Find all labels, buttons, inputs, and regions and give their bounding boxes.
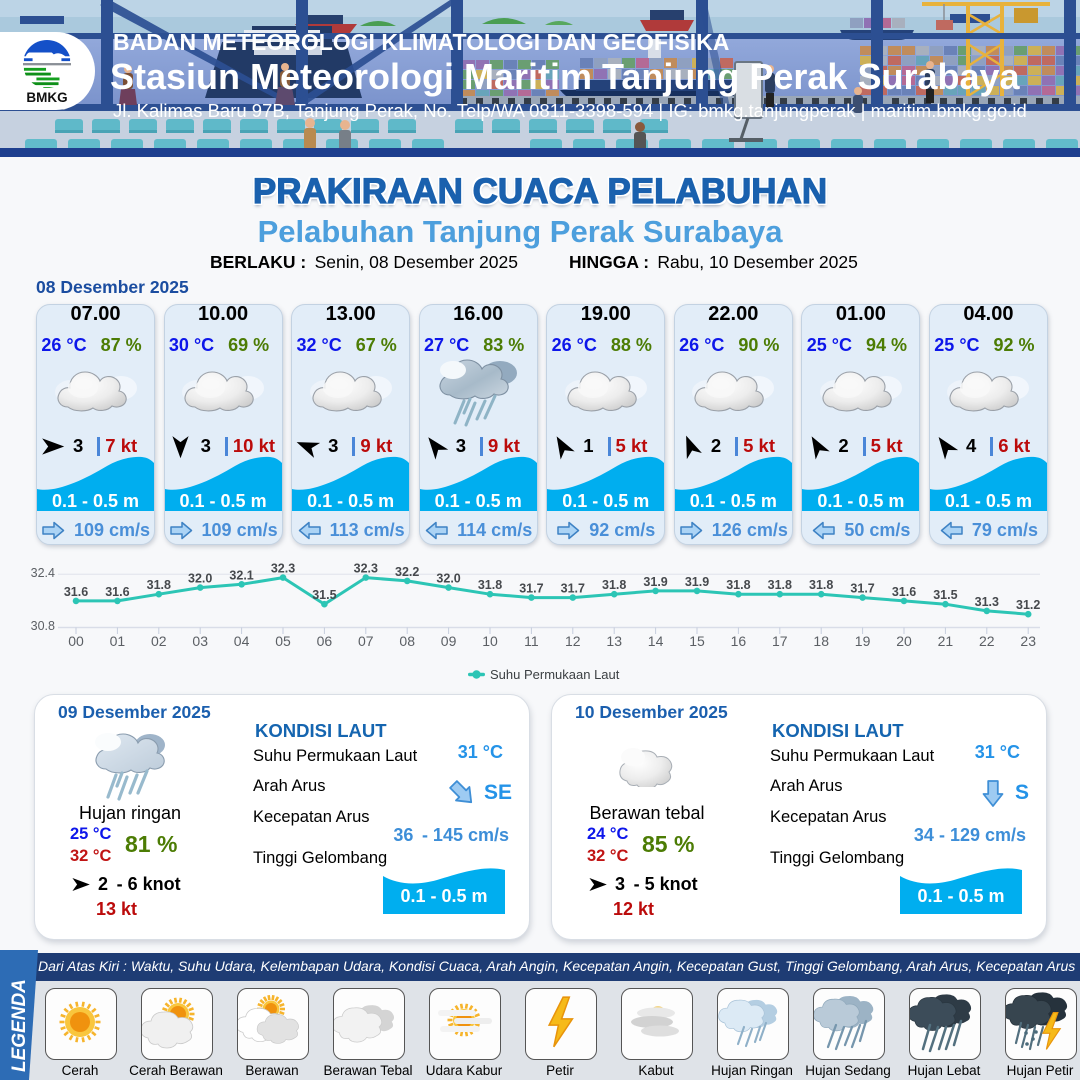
svg-text:12: 12 [565, 633, 581, 649]
svg-text:31.8: 31.8 [726, 578, 750, 592]
svg-text:04: 04 [234, 633, 250, 649]
svg-text:31.2: 31.2 [1016, 598, 1040, 612]
svg-text:18: 18 [813, 633, 829, 649]
svg-text:02: 02 [151, 633, 167, 649]
svg-text:03: 03 [192, 633, 208, 649]
svg-text:01: 01 [110, 633, 126, 649]
svg-text:31.7: 31.7 [519, 582, 543, 596]
svg-text:07: 07 [358, 633, 374, 649]
svg-text:32.3: 32.3 [354, 562, 378, 576]
svg-text:31.8: 31.8 [809, 578, 833, 592]
svg-text:31.3: 31.3 [975, 595, 999, 609]
svg-text:32.1: 32.1 [229, 568, 253, 582]
svg-text:32.4: 32.4 [31, 566, 55, 580]
svg-text:22: 22 [979, 633, 995, 649]
svg-text:32.3: 32.3 [271, 562, 295, 576]
svg-text:14: 14 [648, 633, 664, 649]
svg-text:15: 15 [689, 633, 705, 649]
svg-text:32.0: 32.0 [436, 572, 460, 586]
svg-text:00: 00 [68, 633, 84, 649]
svg-text:08: 08 [399, 633, 415, 649]
svg-text:05: 05 [275, 633, 291, 649]
svg-text:21: 21 [938, 633, 954, 649]
svg-text:LEGENDA: LEGENDA [9, 979, 30, 1072]
svg-text:17: 17 [772, 633, 788, 649]
svg-text:23: 23 [1020, 633, 1036, 649]
svg-text:30.8: 30.8 [31, 619, 55, 633]
svg-text:31.8: 31.8 [768, 578, 792, 592]
svg-text:31.9: 31.9 [685, 575, 709, 589]
svg-text:32.0: 32.0 [188, 572, 212, 586]
svg-text:19: 19 [855, 633, 871, 649]
svg-text:13: 13 [606, 633, 622, 649]
svg-text:16: 16 [731, 633, 747, 649]
svg-text:31.5: 31.5 [312, 588, 336, 602]
svg-text:09: 09 [441, 633, 457, 649]
svg-text:31.7: 31.7 [850, 582, 874, 596]
svg-text:20: 20 [896, 633, 912, 649]
svg-text:31.8: 31.8 [478, 578, 502, 592]
svg-text:31.5: 31.5 [933, 588, 957, 602]
svg-text:31.6: 31.6 [892, 585, 916, 599]
svg-text:Suhu Permukaan Laut: Suhu Permukaan Laut [490, 667, 620, 682]
svg-text:31.6: 31.6 [64, 585, 88, 599]
svg-text:32.2: 32.2 [395, 565, 419, 579]
svg-text:31.8: 31.8 [602, 578, 626, 592]
svg-text:10: 10 [482, 633, 498, 649]
svg-text:31.6: 31.6 [105, 585, 129, 599]
svg-text:31.8: 31.8 [147, 578, 171, 592]
svg-text:31.7: 31.7 [561, 582, 585, 596]
svg-text:06: 06 [317, 633, 333, 649]
svg-text:31.9: 31.9 [643, 575, 667, 589]
svg-text:11: 11 [524, 633, 539, 649]
